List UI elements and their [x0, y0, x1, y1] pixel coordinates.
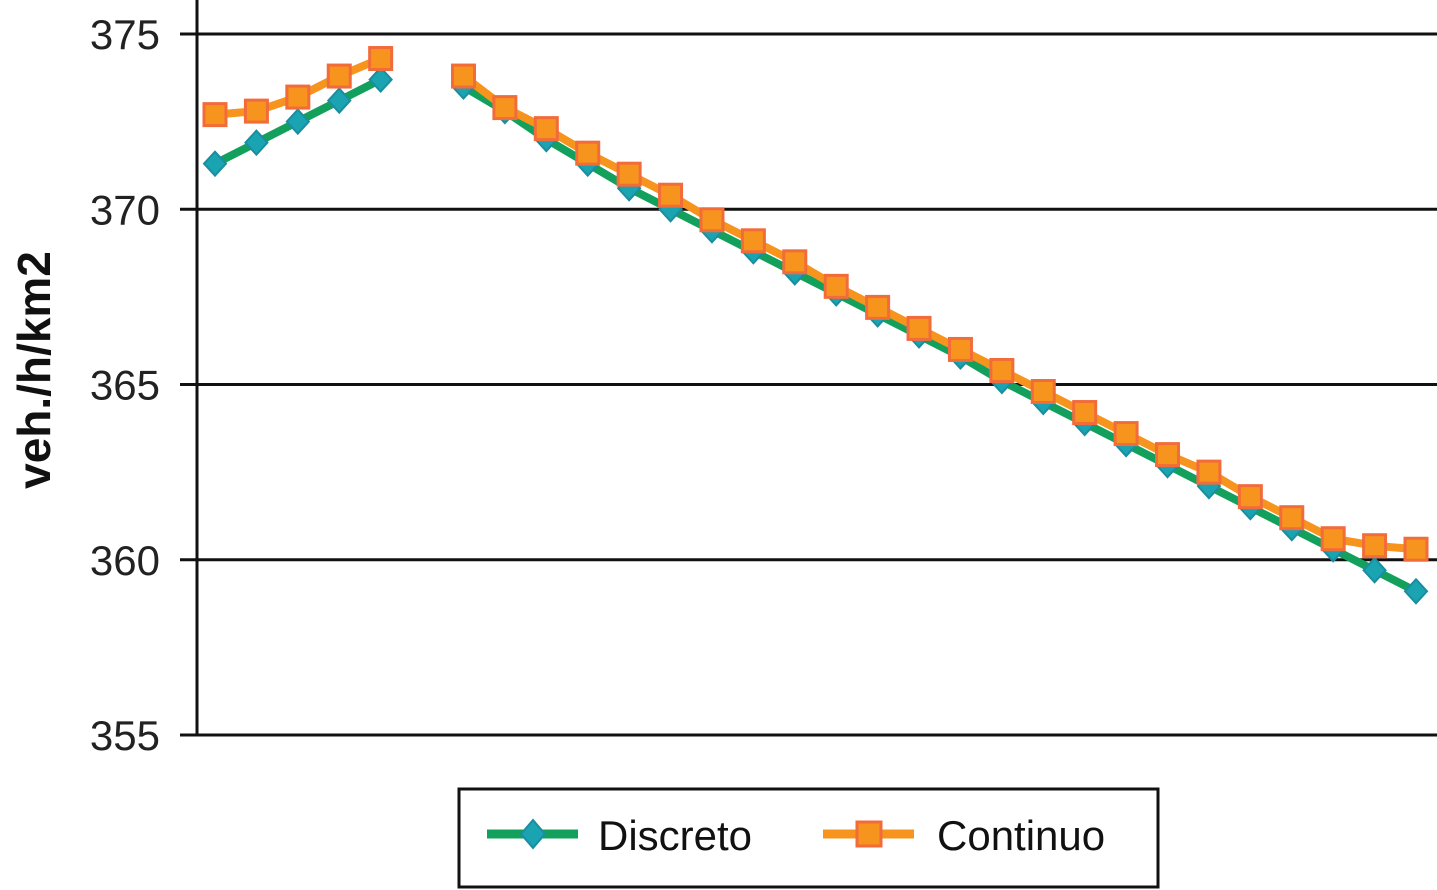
- point-continuo-21: [1030, 379, 1056, 405]
- point-continuo-20: [989, 357, 1015, 383]
- point-continuo-29: [1362, 533, 1388, 559]
- point-continuo-16: [823, 273, 849, 299]
- series-discreto: [202, 66, 1429, 605]
- point-continuo-15: [782, 249, 808, 275]
- point-continuo-14: [740, 228, 766, 254]
- point-continuo-2: [243, 98, 269, 124]
- y-tick-label-370: 370: [90, 186, 160, 233]
- point-continuo-7: [450, 63, 476, 89]
- point-continuo-9: [533, 116, 559, 142]
- point-continuo-27: [1279, 505, 1305, 531]
- y-tick-label-360: 360: [90, 537, 160, 584]
- legend-marker-continuo: [855, 820, 883, 848]
- point-continuo-30: [1403, 536, 1429, 562]
- point-discreto-30: [1403, 577, 1429, 605]
- point-discreto-4: [326, 87, 352, 115]
- series-continuo: [202, 46, 1429, 562]
- point-continuo-26: [1237, 484, 1263, 510]
- point-continuo-18: [906, 315, 932, 341]
- legend-label-discreto: Discreto: [598, 812, 752, 859]
- y-tick-label-375: 375: [90, 11, 160, 58]
- point-continuo-4: [326, 63, 352, 89]
- y-axis-ticks: 355 360 365 370 375: [90, 11, 160, 759]
- series-line-continuo-1: [461, 72, 1417, 554]
- point-discreto-29: [1362, 556, 1387, 584]
- point-discreto-1: [202, 150, 228, 178]
- legend-marker-discreto: [519, 818, 547, 850]
- legend-box: [457, 787, 1160, 889]
- point-continuo-25: [1196, 459, 1222, 485]
- point-discreto-2: [244, 129, 269, 157]
- point-discreto-5: [368, 66, 394, 94]
- point-continuo-1: [202, 102, 228, 128]
- point-continuo-28: [1320, 526, 1346, 552]
- point-continuo-12: [658, 182, 684, 208]
- point-continuo-8: [492, 95, 518, 121]
- point-continuo-23: [1113, 421, 1139, 447]
- point-continuo-22: [1072, 400, 1098, 426]
- y-axis-title: veh./h/km2: [8, 251, 60, 489]
- point-continuo-10: [575, 140, 601, 166]
- series-layer: [202, 46, 1429, 605]
- point-continuo-3: [285, 84, 311, 110]
- point-continuo-17: [865, 294, 891, 320]
- point-continuo-5: [368, 46, 394, 72]
- point-discreto-3: [285, 108, 311, 136]
- legend-label-continuo: Continuo: [937, 812, 1105, 859]
- point-continuo-24: [1155, 442, 1181, 468]
- point-continuo-11: [616, 161, 642, 187]
- point-continuo-13: [699, 207, 725, 233]
- y-tick-label-365: 365: [90, 362, 160, 409]
- gridlines: [180, 32, 1437, 737]
- y-tick-label-355: 355: [90, 712, 160, 759]
- legend: Discreto Continuo: [457, 787, 1160, 889]
- point-continuo-19: [947, 336, 973, 362]
